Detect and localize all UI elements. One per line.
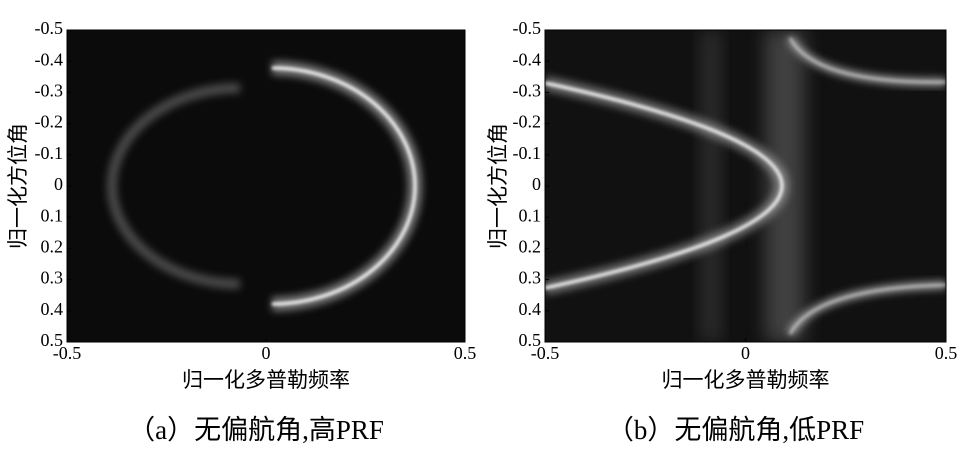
y-tick-label: -0.4 [35,49,64,69]
y-tick-label: -0.2 [513,112,542,132]
y-tick-label: 0.4 [41,299,64,319]
y-tick-label: -0.5 [513,18,542,38]
x-tick-label: 0.5 [935,343,958,363]
y-tick-label: 0.4 [519,299,542,319]
x-tick-label: 0 [262,343,271,363]
y-tick-label: -0.4 [513,49,542,69]
y-tick-label: -0.3 [35,81,64,101]
y-tick-label: -0.2 [35,112,64,132]
y-tick-label: -0.1 [35,143,64,163]
y-tick-label: 0.5 [41,330,64,350]
x-tick-label: -0.5 [531,343,560,363]
x-tick-label: 0.5 [454,343,477,363]
x-tick-label: -0.5 [53,343,82,363]
caption: （b）无偏航角,低PRF [607,415,864,445]
y-tick-label: 0.1 [41,205,64,225]
y-tick-label: 0.2 [519,237,542,257]
y-tick-label: -0.1 [513,143,542,163]
y-axis-label: 归一化方位角 [6,123,30,249]
x-axis-label: 归一化多普勒频率 [182,368,350,392]
y-tick-label: 0.1 [519,205,542,225]
y-tick-label: 0 [532,174,541,194]
x-tick-label: 0 [741,343,750,363]
y-tick-label: 0.5 [519,330,542,350]
panel-a-image [67,30,465,342]
x-axis-label: 归一化多普勒频率 [662,368,830,392]
y-tick-label: -0.3 [513,81,542,101]
y-tick-label: 0 [54,174,63,194]
y-tick-label: 0.2 [41,237,64,257]
caption: （a）无偏航角,高PRF [128,415,384,445]
y-tick-label: 0.3 [519,268,542,288]
y-tick-label: 0.3 [41,268,64,288]
y-axis-label: 归一化方位角 [486,123,510,249]
y-tick-label: -0.5 [35,18,64,38]
panel-b-image [545,30,946,342]
